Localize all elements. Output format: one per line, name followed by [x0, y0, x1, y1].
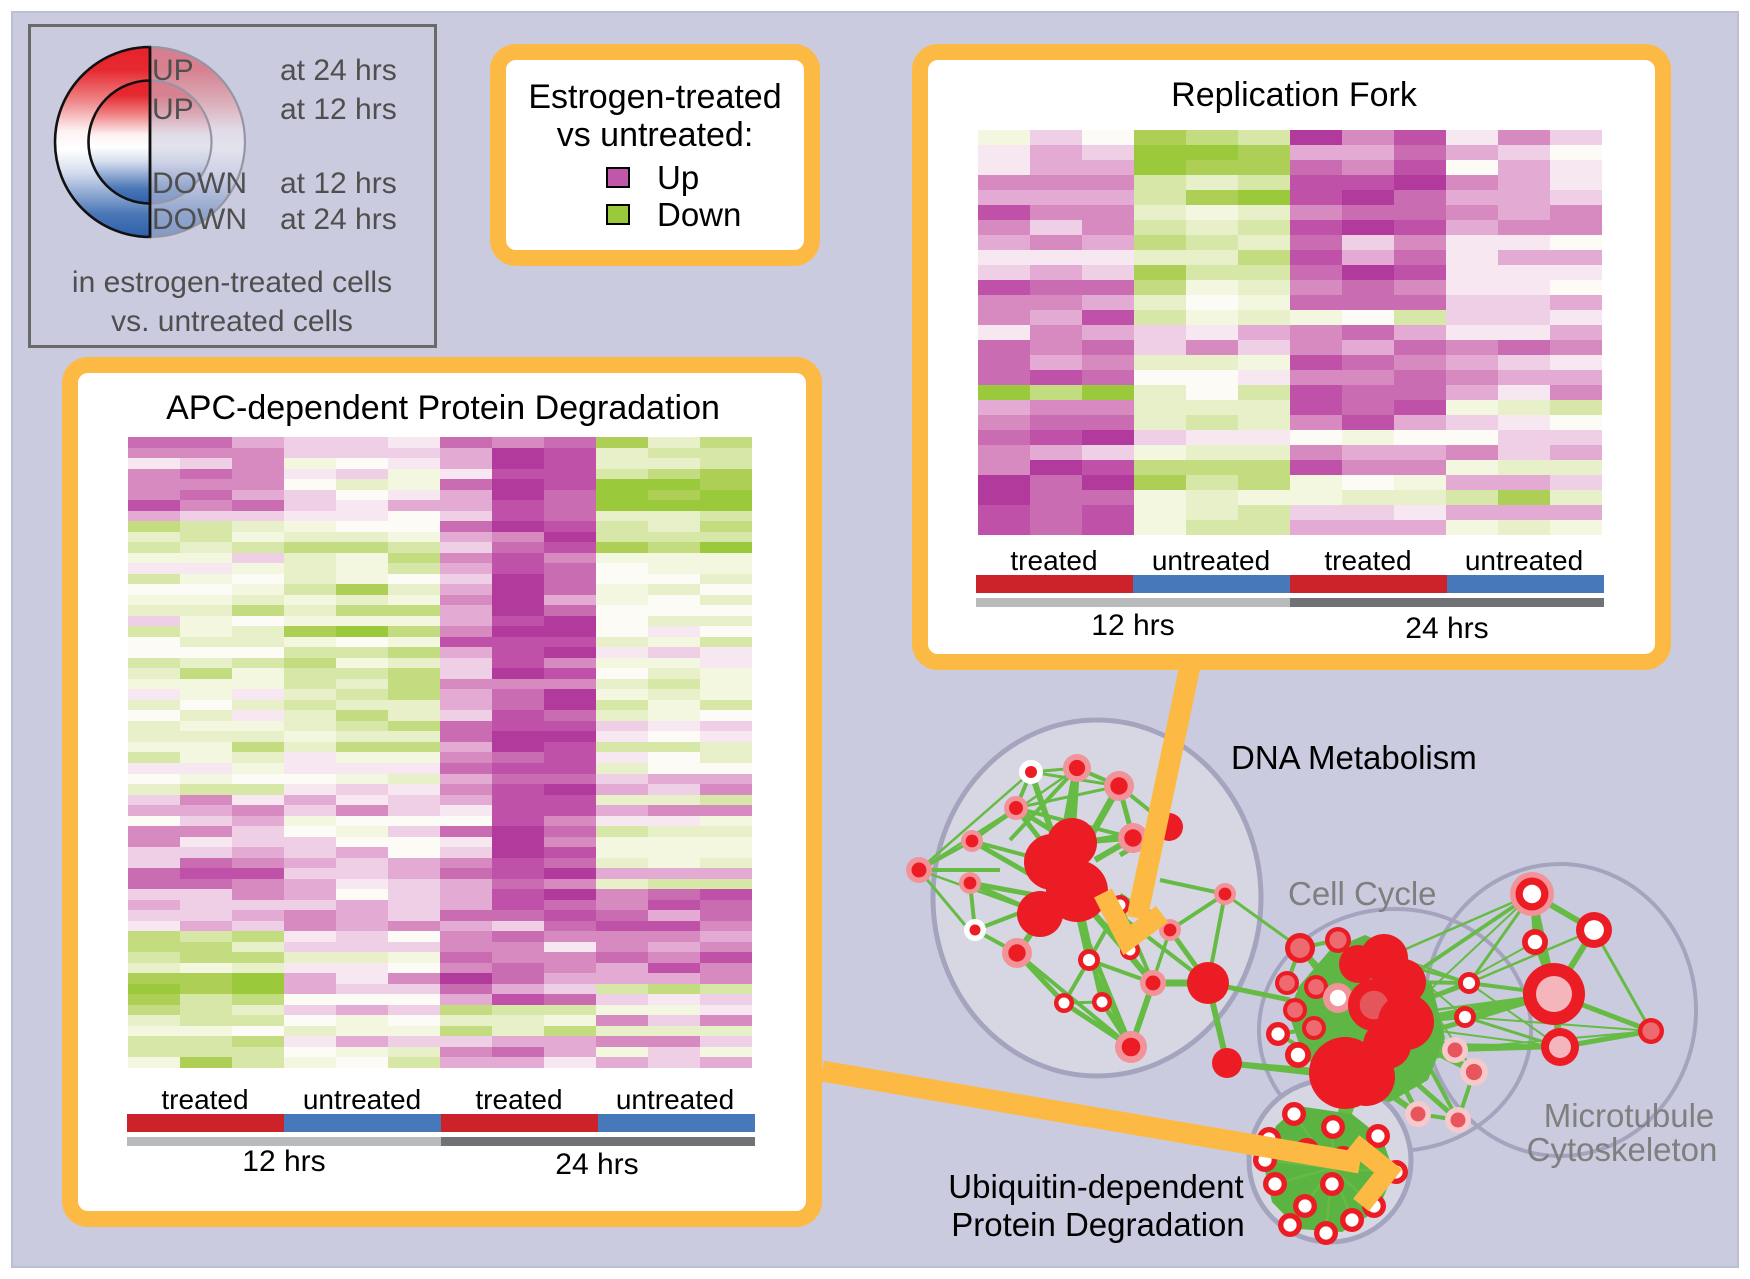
svg-text:APC-dependent Protein Degradat: APC-dependent Protein Degradation — [166, 389, 720, 427]
svg-text:vs untreated:: vs untreated: — [557, 116, 754, 154]
svg-text:untreated: untreated — [303, 1084, 421, 1115]
svg-text:treated: treated — [475, 1084, 562, 1115]
svg-text:UP: UP — [152, 54, 194, 87]
svg-text:Replication Fork: Replication Fork — [1171, 76, 1418, 114]
svg-text:vs. untreated cells: vs. untreated cells — [111, 305, 353, 338]
svg-text:treated: treated — [1010, 545, 1097, 576]
svg-text:at 24 hrs: at 24 hrs — [280, 54, 397, 87]
svg-text:DOWN: DOWN — [152, 167, 247, 200]
svg-text:Estrogen-treated: Estrogen-treated — [528, 78, 781, 116]
svg-text:24 hrs: 24 hrs — [1405, 612, 1488, 645]
svg-text:Up: Up — [657, 159, 699, 196]
svg-text:Cytoskeleton: Cytoskeleton — [1527, 1131, 1718, 1168]
svg-text:12 hrs: 12 hrs — [242, 1145, 325, 1178]
svg-text:at 12 hrs: at 12 hrs — [280, 167, 397, 200]
svg-text:treated: treated — [161, 1084, 248, 1115]
svg-text:Ubiquitin-dependent: Ubiquitin-dependent — [948, 1168, 1243, 1205]
svg-text:12 hrs: 12 hrs — [1091, 609, 1174, 642]
svg-text:in estrogen-treated cells: in estrogen-treated cells — [72, 266, 392, 299]
svg-text:untreated: untreated — [616, 1084, 734, 1115]
svg-text:Down: Down — [657, 196, 741, 233]
svg-text:untreated: untreated — [1152, 545, 1270, 576]
svg-text:Cell Cycle: Cell Cycle — [1288, 875, 1437, 912]
svg-text:DNA Metabolism: DNA Metabolism — [1231, 739, 1477, 776]
svg-text:at 12 hrs: at 12 hrs — [280, 93, 397, 126]
svg-text:DOWN: DOWN — [152, 203, 247, 236]
svg-text:untreated: untreated — [1465, 545, 1583, 576]
svg-text:Protein Degradation: Protein Degradation — [951, 1206, 1245, 1243]
svg-text:24 hrs: 24 hrs — [555, 1148, 638, 1181]
svg-text:treated: treated — [1324, 545, 1411, 576]
svg-text:Microtubule: Microtubule — [1544, 1097, 1715, 1134]
svg-text:UP: UP — [152, 93, 194, 126]
svg-text:at 24 hrs: at 24 hrs — [280, 203, 397, 236]
